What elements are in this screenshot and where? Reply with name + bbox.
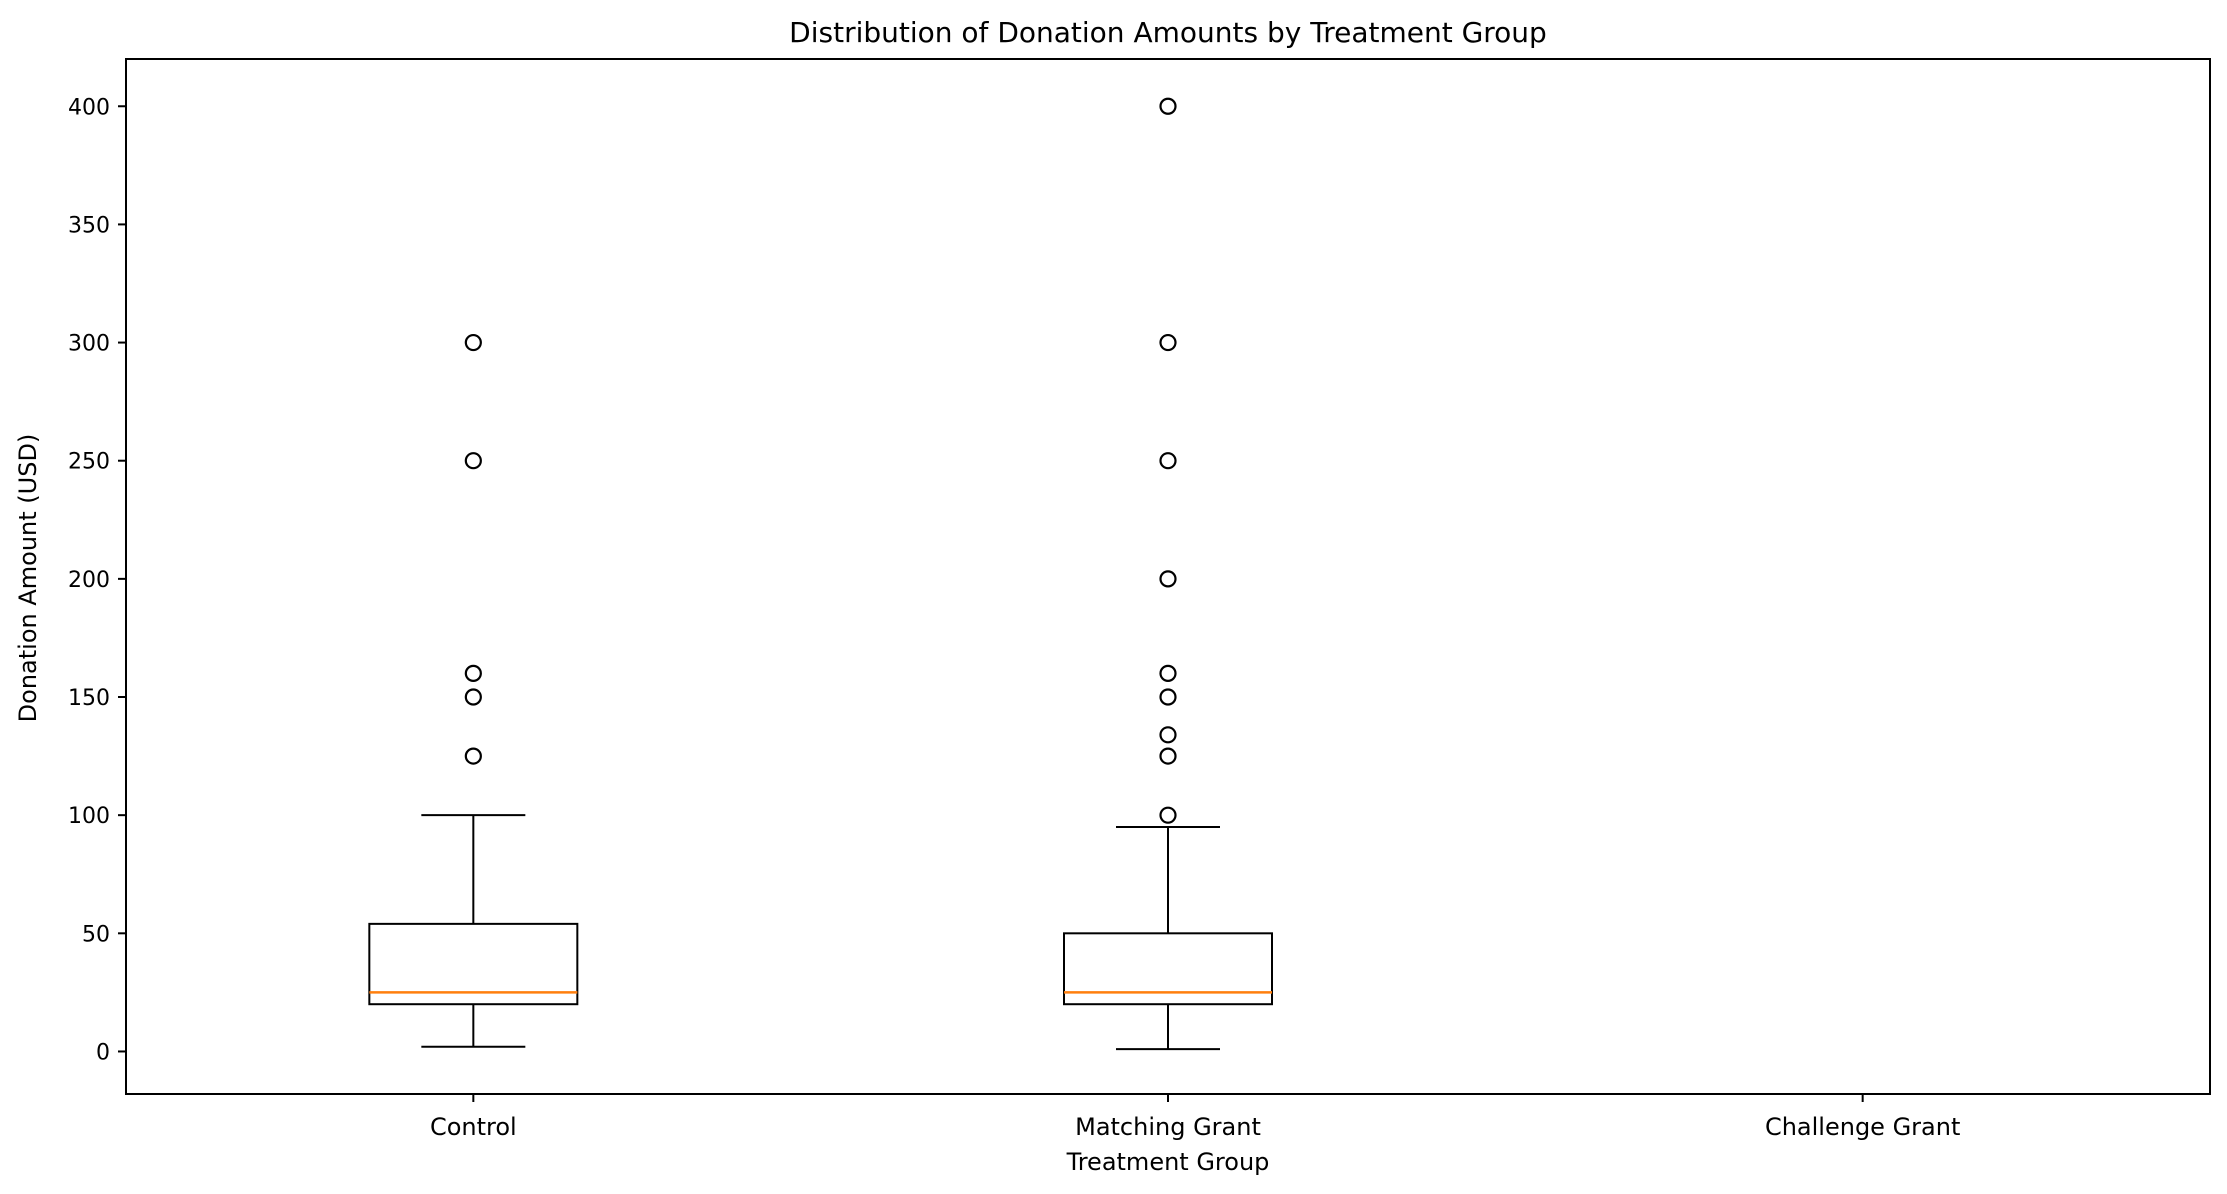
- y-tick-label: 100: [68, 804, 110, 829]
- x-tick-label: Control: [430, 1113, 517, 1141]
- x-tick-label: Matching Grant: [1075, 1113, 1261, 1141]
- y-tick-label: 350: [68, 213, 110, 238]
- outlier-point: [464, 333, 482, 352]
- outlier-point: [464, 747, 482, 765]
- y-tick-label: 50: [82, 922, 110, 947]
- outlier-point: [464, 452, 482, 470]
- y-tick-label: 400: [68, 95, 110, 120]
- outlier-point: [1159, 97, 1177, 115]
- x-axis-label: Treatment Group: [1066, 1148, 1270, 1176]
- outlier-point: [1159, 570, 1177, 588]
- outlier-point: [1159, 747, 1177, 765]
- y-tick-label: 150: [68, 686, 110, 711]
- y-axis-label: Donation Amount (USD): [14, 434, 42, 723]
- iqr-box: [368, 922, 579, 1006]
- outlier-point: [1159, 726, 1177, 744]
- outlier-point: [1159, 452, 1177, 470]
- outlier-point: [1159, 806, 1177, 824]
- y-tick-label: 250: [68, 450, 110, 475]
- y-tick-label: 200: [68, 568, 110, 593]
- y-tick-label: 300: [68, 332, 110, 357]
- chart-title: Distribution of Donation Amounts by Trea…: [789, 16, 1547, 49]
- plot-frame: [125, 58, 2211, 1095]
- iqr-box: [1063, 932, 1273, 1006]
- outlier-point: [1159, 664, 1177, 682]
- plot-area: 0 50 100 150 200 250 300 350 400 Control Matching …: [68, 95, 1960, 1141]
- outlier-point: [464, 688, 482, 706]
- outlier-point: [464, 664, 482, 682]
- outlier-point: [1159, 688, 1177, 706]
- x-tick-label: Challenge Grant: [1765, 1113, 1960, 1141]
- y-tick-label: 0: [96, 1040, 110, 1065]
- outlier-point: [1159, 333, 1177, 352]
